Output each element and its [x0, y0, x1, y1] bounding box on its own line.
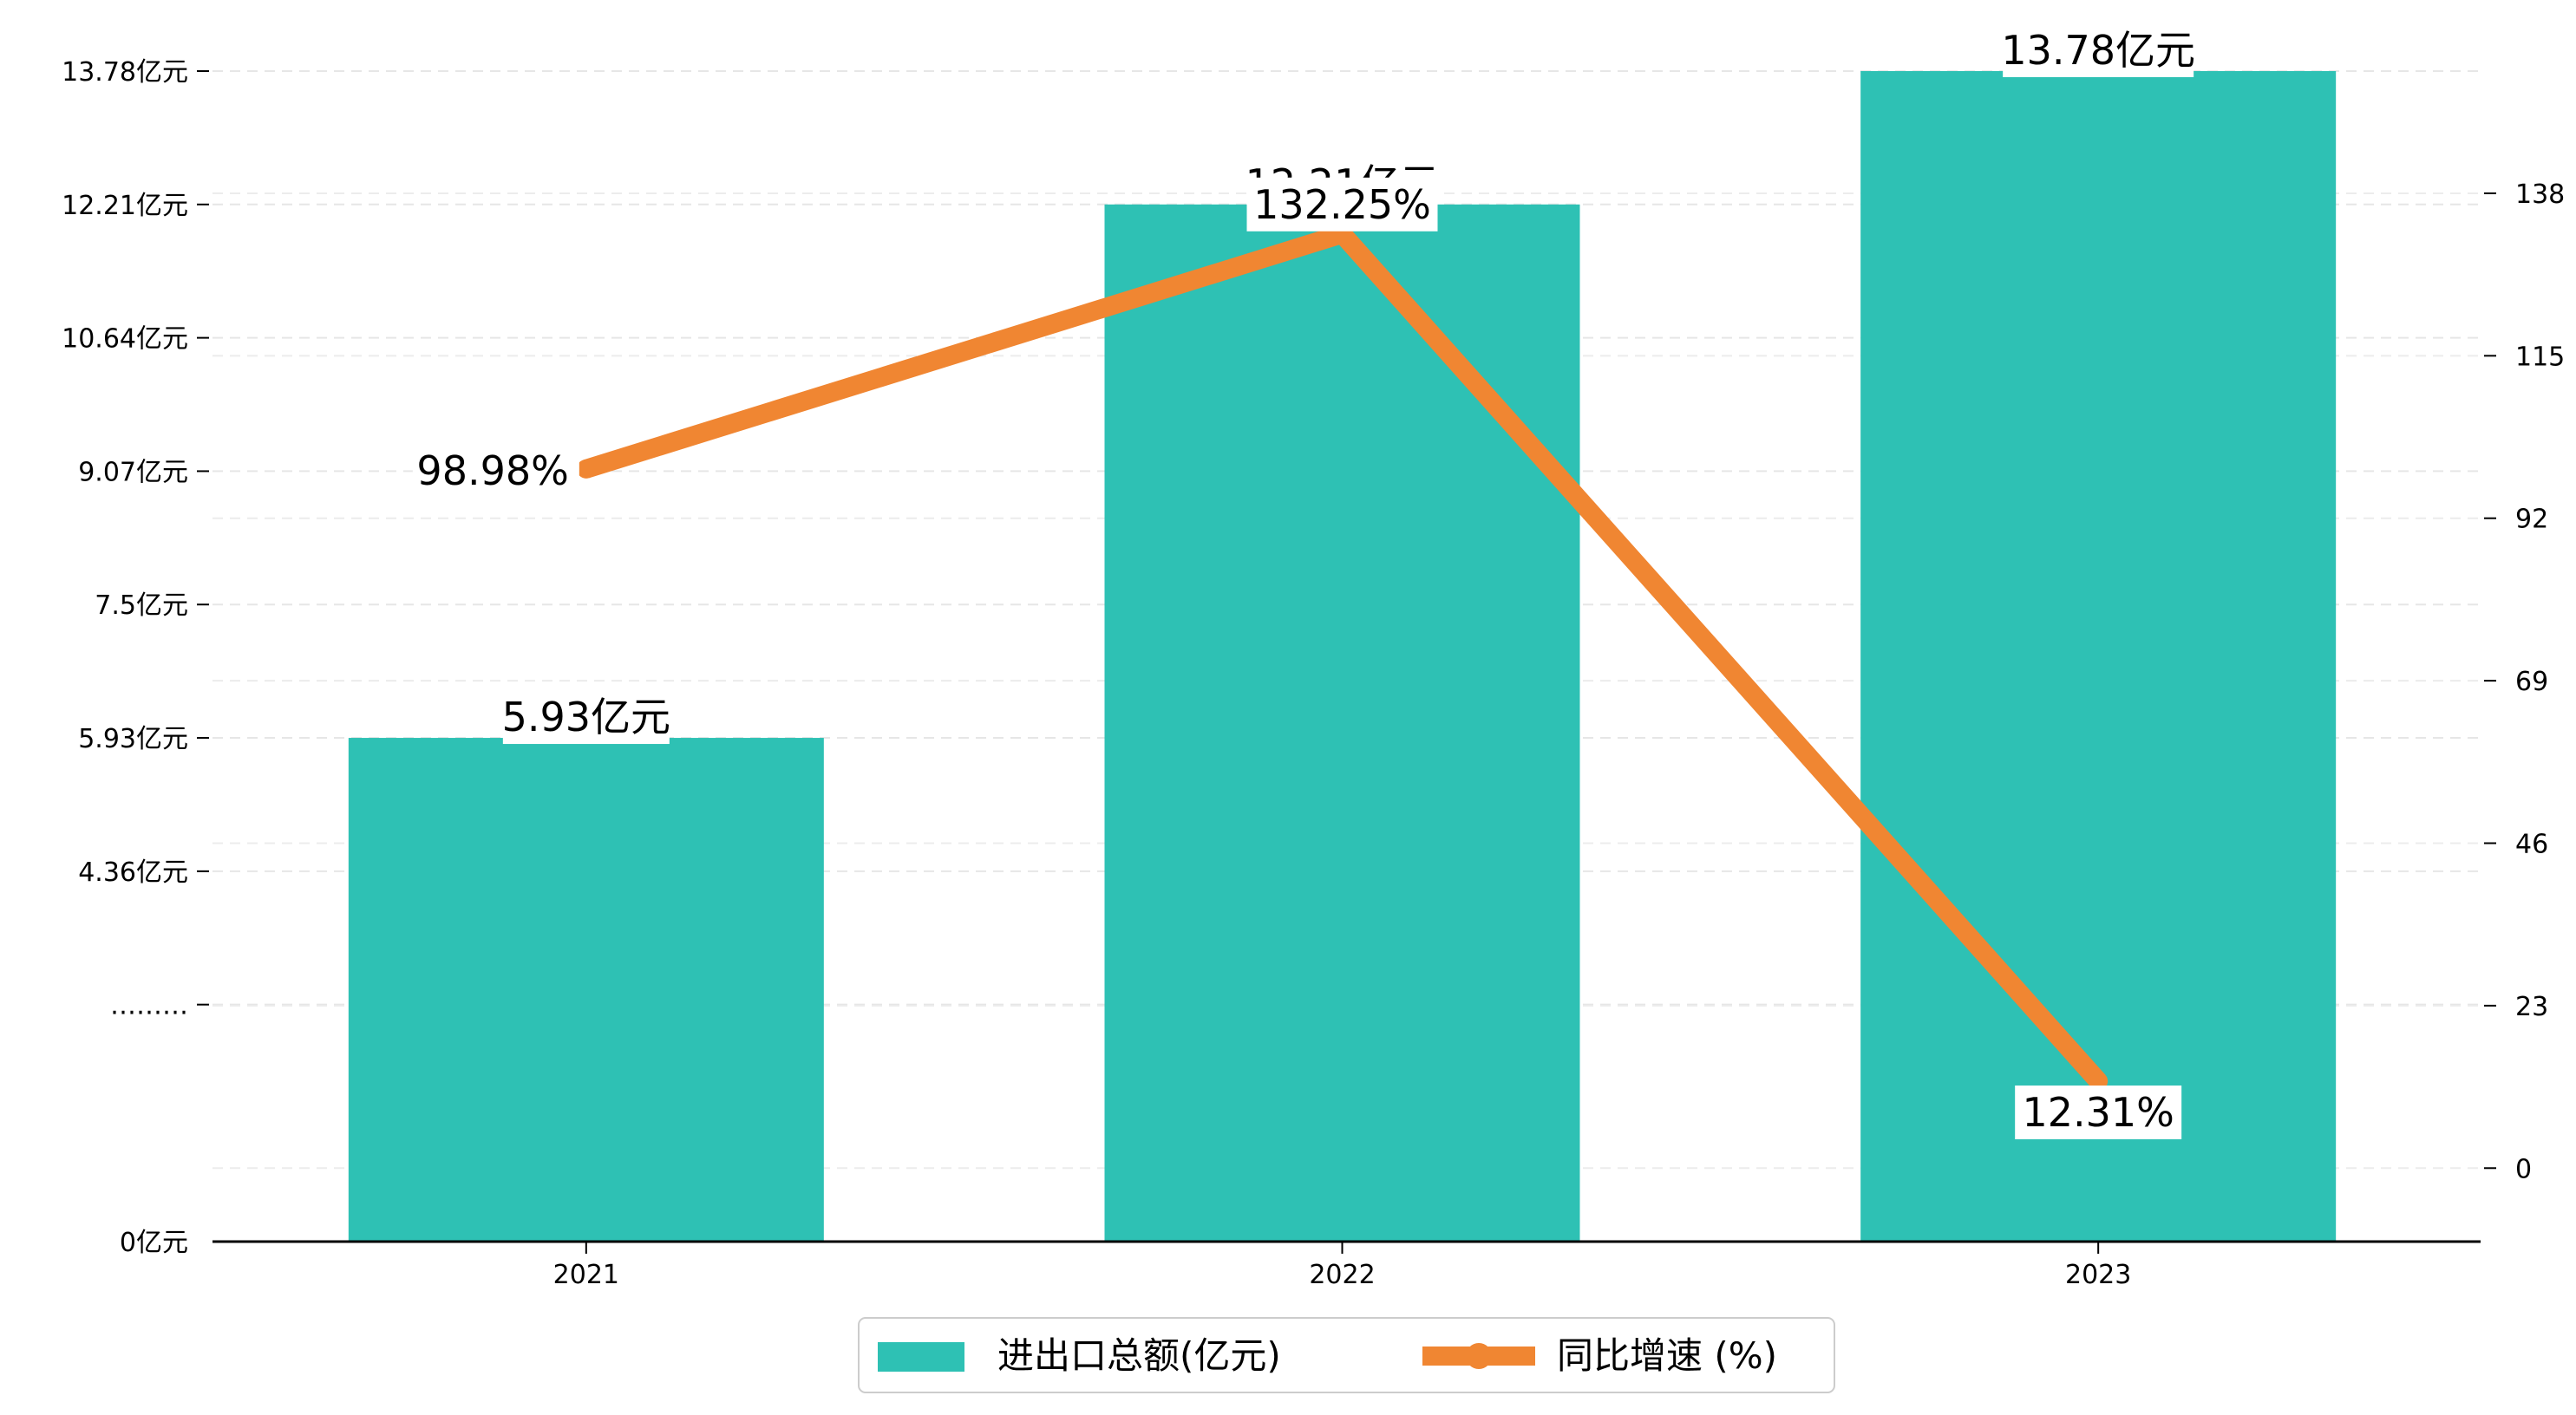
- line-point: [576, 459, 596, 479]
- left-tick-label: 4.36亿元: [78, 857, 188, 888]
- line-value-label: 12.31%: [2022, 1089, 2174, 1136]
- bar: [1860, 71, 2337, 1242]
- left-tick-label: ………: [110, 991, 188, 1021]
- left-tick-label: 13.78亿元: [62, 57, 188, 88]
- bar: [348, 738, 824, 1242]
- legend-box: [858, 1317, 1835, 1393]
- bar-series: [348, 71, 2337, 1242]
- legend-swatch-marker: [1466, 1343, 1492, 1369]
- line-value-label-bg: [2015, 1085, 2182, 1139]
- left-tick-label: 0亿元: [120, 1228, 188, 1258]
- legend-swatch-bar: [878, 1342, 964, 1372]
- x-tick-label: 2022: [1309, 1260, 1375, 1290]
- right-tick-label: 0: [2515, 1154, 2532, 1184]
- bar-value-label: 13.78亿元: [2001, 27, 2195, 74]
- line-value-label: 132.25%: [1253, 181, 1431, 228]
- left-tick-label: 12.21亿元: [62, 191, 188, 221]
- line-value-label: 98.98%: [416, 447, 568, 494]
- left-tick-label: 9.07亿元: [78, 457, 188, 487]
- right-tick-label: 115: [2515, 342, 2565, 372]
- bar: [1104, 204, 1580, 1242]
- legend-label: 同比增速 (%): [1557, 1334, 1777, 1377]
- right-tick-label: 138: [2515, 179, 2565, 210]
- right-tick-label: 46: [2515, 829, 2548, 859]
- left-tick-label: 10.64亿元: [62, 324, 188, 355]
- right-tick-label: 69: [2515, 667, 2548, 697]
- bar-value-label: 5.93亿元: [502, 694, 670, 740]
- line-value-label-bg: [1246, 177, 1438, 231]
- line-value-label-bg: [412, 443, 579, 498]
- left-tick-label: 5.93亿元: [78, 724, 188, 754]
- bar-value-label-bg: [2003, 23, 2194, 77]
- axes: 0亿元 ……… 4.36亿元 5.93亿元 7.5亿元 9.07亿元 10.64亿元 12.2…: [62, 57, 2565, 1290]
- bar-value-label-bg: [502, 690, 670, 745]
- left-tick-label: 7.5亿元: [95, 590, 188, 621]
- legend-label: 进出口总额(亿元): [997, 1334, 1281, 1377]
- x-tick-label: 2023: [2065, 1260, 2131, 1290]
- right-tick-label: 23: [2515, 992, 2548, 1022]
- x-tick-label: 2021: [553, 1260, 619, 1290]
- legend: 进出口总额(亿元) 同比增速 (%): [858, 1317, 1835, 1393]
- right-tick-label: 92: [2515, 505, 2548, 535]
